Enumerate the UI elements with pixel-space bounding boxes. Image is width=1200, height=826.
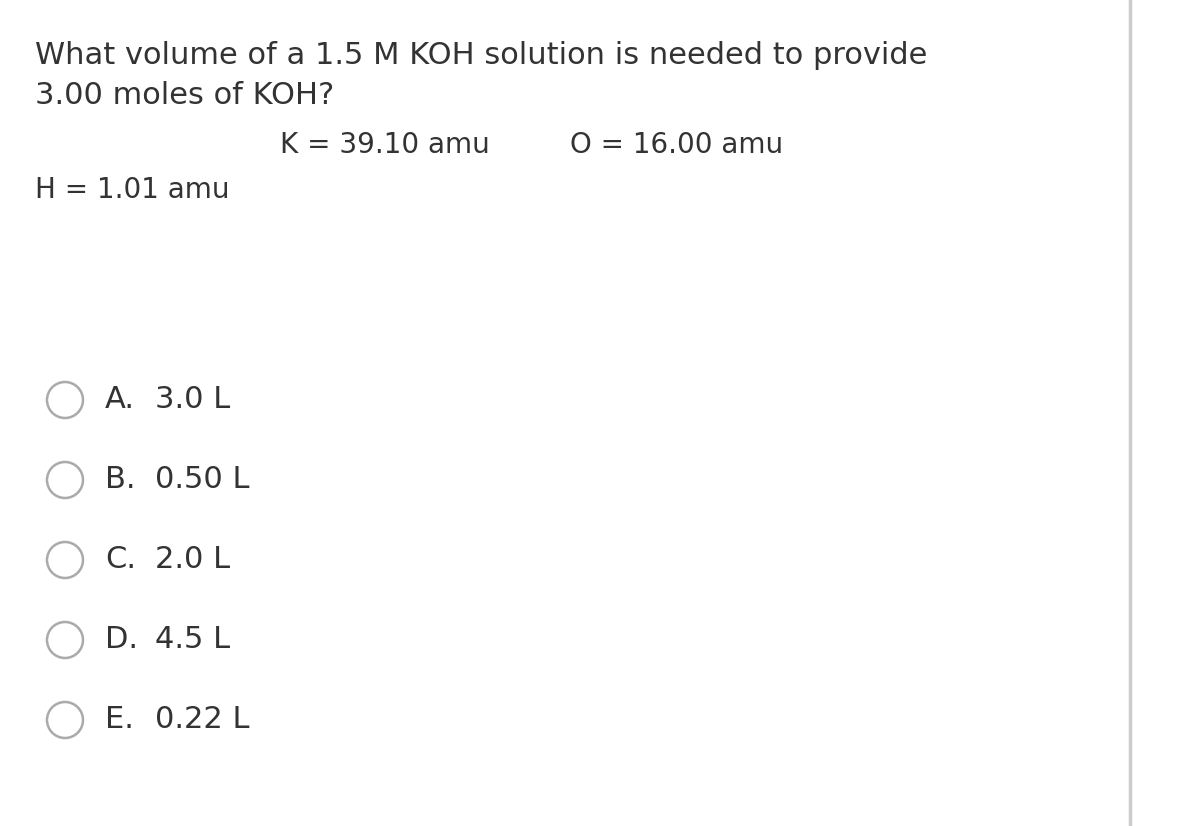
Text: 3.0 L: 3.0 L <box>155 386 230 415</box>
Text: 2.0 L: 2.0 L <box>155 545 230 575</box>
Text: H = 1.01 amu: H = 1.01 amu <box>35 176 229 204</box>
Text: K = 39.10 amu: K = 39.10 amu <box>280 131 490 159</box>
Text: 3.00 moles of KOH?: 3.00 moles of KOH? <box>35 81 335 110</box>
Text: C.: C. <box>106 545 136 575</box>
Text: A.: A. <box>106 386 134 415</box>
Text: 0.22 L: 0.22 L <box>155 705 250 734</box>
Text: What volume of a 1.5 M KOH solution is needed to provide: What volume of a 1.5 M KOH solution is n… <box>35 41 928 70</box>
Text: D.: D. <box>106 625 138 654</box>
Text: O = 16.00 amu: O = 16.00 amu <box>570 131 784 159</box>
Text: E.: E. <box>106 705 134 734</box>
Text: 0.50 L: 0.50 L <box>155 466 250 495</box>
Text: 4.5 L: 4.5 L <box>155 625 230 654</box>
Text: B.: B. <box>106 466 136 495</box>
